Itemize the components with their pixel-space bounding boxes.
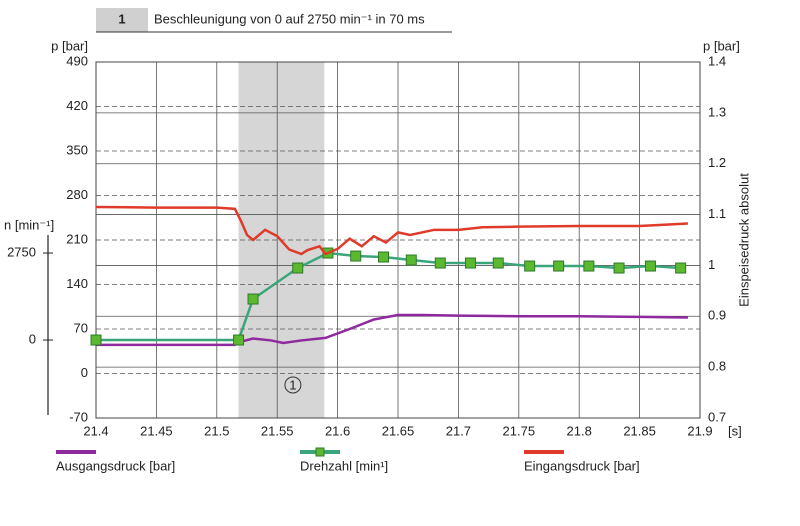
data-marker xyxy=(233,334,245,346)
plot-frame xyxy=(95,61,701,419)
data-marker xyxy=(613,262,625,274)
y2-tick-label: 0.9 xyxy=(708,308,726,323)
y-tick-label: 210 xyxy=(66,231,88,246)
data-marker xyxy=(434,257,446,269)
y2-tick-label: 1.1 xyxy=(708,206,726,221)
y-tick-label: 70 xyxy=(74,320,88,335)
y-tick-label: 420 xyxy=(66,98,88,113)
data-marker xyxy=(464,257,476,269)
data-marker xyxy=(644,260,656,272)
y2-axis-label: p [bar] xyxy=(703,38,740,53)
x-tick-label: 21.55 xyxy=(261,423,294,438)
annotation-circle xyxy=(284,376,302,394)
y2-tick-label: 1.2 xyxy=(708,155,726,170)
y2-tick-label: 1 xyxy=(708,257,715,272)
x-tick-label: 21.7 xyxy=(446,423,471,438)
header-box xyxy=(96,8,148,32)
x-tick-label: 21.75 xyxy=(503,423,536,438)
x-tick-label: 21.9 xyxy=(687,423,712,438)
x-tick-label: 21.6 xyxy=(325,423,350,438)
y2-tick-label: 0.8 xyxy=(708,359,726,374)
series-line xyxy=(95,205,688,256)
x-tick-label: 21.8 xyxy=(567,423,592,438)
data-marker xyxy=(553,260,565,272)
y-tick-label: 140 xyxy=(66,276,88,291)
y3-axis-label: n [min⁻¹] xyxy=(4,217,54,232)
y-tick-label: -70 xyxy=(69,409,88,424)
annotation-text: 1 xyxy=(289,377,296,392)
x-tick-label: 21.45 xyxy=(140,423,173,438)
data-marker xyxy=(405,254,417,266)
chart-title: Beschleunigung von 0 auf 2750 min⁻¹ in 7… xyxy=(154,11,425,26)
data-marker xyxy=(378,251,390,263)
y-axis-label: p [bar] xyxy=(51,38,88,53)
y-tick-label: 280 xyxy=(66,187,88,202)
data-marker xyxy=(292,262,304,274)
legend-label: Ausgangsdruck [bar] xyxy=(56,458,175,473)
legend-label: Eingangsdruck [bar] xyxy=(524,458,640,473)
y2-tick-label: 1.4 xyxy=(708,53,726,68)
header-number: 1 xyxy=(118,11,125,26)
x-tick-label: 21.5 xyxy=(204,423,229,438)
legend-marker xyxy=(315,447,325,457)
y2-tick-label: 0.7 xyxy=(708,409,726,424)
y-tick-label: 0 xyxy=(81,365,88,380)
data-marker xyxy=(90,334,102,346)
x-tick-label: 21.4 xyxy=(83,423,108,438)
y3-tick-label: 2750 xyxy=(7,244,36,259)
data-marker xyxy=(524,260,536,272)
y-tick-label: 490 xyxy=(66,53,88,68)
x-tick-label: 21.65 xyxy=(382,423,415,438)
data-marker xyxy=(583,260,595,272)
legend-label: Drehzahl [min¹] xyxy=(300,458,388,473)
data-marker xyxy=(675,262,687,274)
data-marker xyxy=(247,293,259,305)
series-line xyxy=(96,313,688,347)
x-tick-label: 21.85 xyxy=(623,423,656,438)
y-tick-label: 350 xyxy=(66,142,88,157)
data-marker xyxy=(492,257,504,269)
y2-axis-title: Einspeisedruck absolut xyxy=(736,173,751,307)
x-axis-label: [s] xyxy=(728,423,742,438)
y3-tick-label: 0 xyxy=(29,331,36,346)
data-marker xyxy=(350,250,362,262)
y2-tick-label: 1.3 xyxy=(708,104,726,119)
